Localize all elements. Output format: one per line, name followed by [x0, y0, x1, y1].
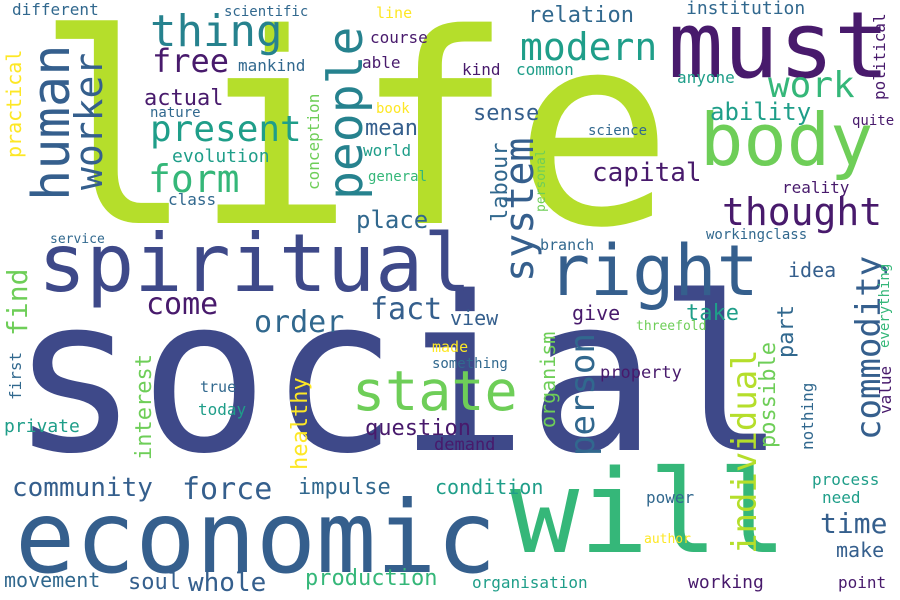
word-service: service: [50, 232, 105, 247]
word-personal: personal: [534, 149, 549, 212]
word-nothing: nothing: [798, 382, 817, 450]
word-institution: institution: [686, 0, 806, 19]
word-evolution: evolution: [172, 146, 270, 167]
word-view: view: [450, 306, 499, 330]
word-person: person: [563, 333, 603, 456]
word-mean: mean: [365, 116, 418, 141]
word-line: line: [376, 4, 413, 22]
word-idea: idea: [788, 258, 837, 282]
word-first: first: [6, 351, 25, 400]
word-organism: organism: [536, 331, 560, 428]
word-modern: modern: [520, 25, 658, 69]
word-process: process: [812, 470, 880, 489]
word-point: point: [838, 573, 887, 592]
word-healthy: healthy: [288, 377, 313, 470]
word-force: force: [182, 472, 273, 507]
word-relation: relation: [528, 3, 634, 28]
word-private: private: [4, 416, 80, 437]
word-kind: kind: [462, 60, 501, 79]
word-reality: reality: [782, 178, 850, 197]
word-power: power: [646, 488, 695, 507]
word-mankind: mankind: [238, 56, 306, 75]
word-organisation: organisation: [472, 573, 588, 592]
word-capital: capital: [592, 158, 702, 188]
word-will: will: [510, 446, 787, 580]
word-world: world: [363, 141, 412, 160]
word-common: common: [516, 60, 574, 79]
word-workingclass: workingclass: [706, 227, 808, 243]
word-part: part: [774, 305, 799, 358]
word-time: time: [820, 507, 888, 540]
word-fact: fact: [370, 292, 443, 327]
word-need: need: [822, 488, 861, 507]
word-anyone: anyone: [677, 68, 735, 87]
word-practical: practical: [2, 49, 26, 158]
word-labour: labour: [488, 142, 513, 222]
word-social: social: [10, 250, 787, 501]
word-made: made: [432, 338, 469, 356]
word-nature: nature: [150, 105, 201, 121]
word-sense: sense: [473, 101, 540, 126]
word-community: community: [12, 473, 153, 503]
word-movement: movement: [4, 568, 101, 592]
word-place: place: [356, 206, 429, 234]
word-general: general: [368, 169, 428, 185]
word-class: class: [168, 190, 217, 209]
word-quite: quite: [852, 113, 895, 129]
word-production: production: [305, 566, 438, 591]
word-demand: demand: [434, 435, 496, 455]
word-spiritual: spiritual: [38, 217, 472, 310]
word-make: make: [836, 538, 885, 562]
word-thought: thought: [722, 190, 883, 234]
word-scientific: scientific: [224, 4, 309, 20]
word-take: take: [686, 301, 739, 326]
word-science: science: [588, 123, 648, 139]
word-today: today: [198, 400, 247, 419]
word-true: true: [200, 378, 237, 396]
word-present: present: [150, 109, 302, 150]
word-working: working: [688, 572, 764, 593]
word-soul: soul: [128, 570, 181, 595]
word-different: different: [12, 0, 99, 19]
word-actual: actual: [144, 86, 224, 111]
word-political: political: [870, 13, 889, 100]
word-form: form: [148, 157, 240, 201]
word-right: right: [548, 230, 759, 312]
word-body: body: [700, 98, 874, 182]
word-ability: ability: [710, 98, 812, 126]
word-conception: conception: [304, 93, 323, 190]
word-thing: thing: [150, 6, 283, 57]
word-worker: worker: [67, 52, 111, 190]
word-impulse: impulse: [298, 475, 391, 500]
word-work: work: [768, 65, 855, 106]
word-must: must: [668, 0, 890, 99]
word-life: life: [35, 0, 674, 286]
word-property: property: [600, 363, 682, 383]
word-something: something: [432, 356, 508, 372]
word-free: free: [152, 42, 230, 80]
word-whole: whole: [188, 568, 267, 598]
word-give: give: [572, 301, 621, 325]
word-question: question: [365, 416, 471, 441]
word-threefold: threefold: [636, 319, 707, 334]
word-condition: condition: [435, 475, 544, 499]
word-book: book: [376, 101, 410, 117]
word-state: state: [352, 359, 518, 423]
word-author: author: [644, 532, 691, 547]
word-come: come: [146, 287, 219, 322]
word-able: able: [362, 53, 401, 72]
word-value: value: [876, 365, 895, 414]
word-interest: interest: [132, 354, 157, 460]
word-economic: economic: [15, 479, 497, 596]
word-order: order: [254, 305, 345, 340]
word-everything: everything: [877, 263, 893, 348]
word-find: find: [1, 268, 34, 336]
word-course: course: [370, 28, 428, 47]
word-branch: branch: [540, 236, 595, 254]
